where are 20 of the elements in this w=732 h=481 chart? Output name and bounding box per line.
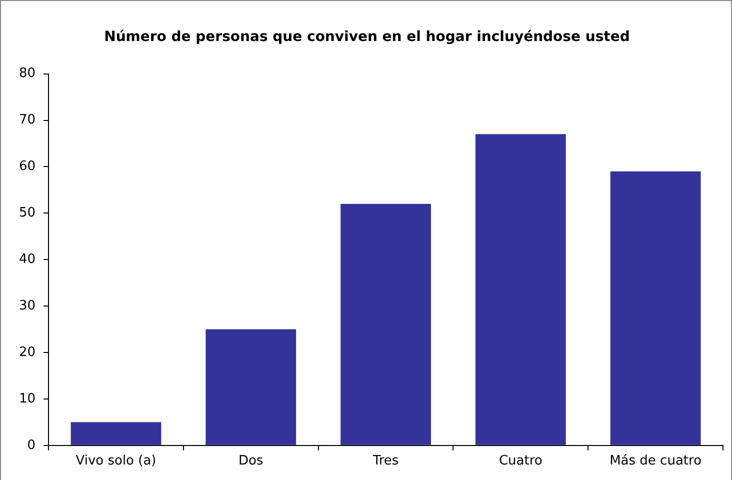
y-tick-label: 60 <box>18 159 36 174</box>
y-tick-label: 50 <box>18 206 36 221</box>
bar <box>206 329 296 445</box>
x-tick-label: Dos <box>238 454 264 469</box>
x-tick-label: Tres <box>372 454 399 469</box>
chart-title: Número de personas que conviven en el hogar incluyéndose usted <box>104 29 630 46</box>
y-tick-label: 40 <box>18 252 36 267</box>
bar <box>475 134 566 445</box>
x-tick-label: Cuatro <box>498 454 542 469</box>
y-tick-label: 10 <box>18 391 36 406</box>
y-tick-label: 20 <box>18 344 36 360</box>
x-tick-label: Vivo solo (a) <box>76 454 156 469</box>
x-tick-label: Más de cuatro <box>610 454 702 469</box>
y-tick-label: 70 <box>18 112 36 128</box>
bar <box>70 422 162 445</box>
bar <box>340 204 431 445</box>
y-tick-label: 0 <box>27 438 36 453</box>
y-tick-label: 80 <box>18 66 36 82</box>
bar <box>610 171 701 445</box>
y-tick-label: 30 <box>18 298 36 314</box>
